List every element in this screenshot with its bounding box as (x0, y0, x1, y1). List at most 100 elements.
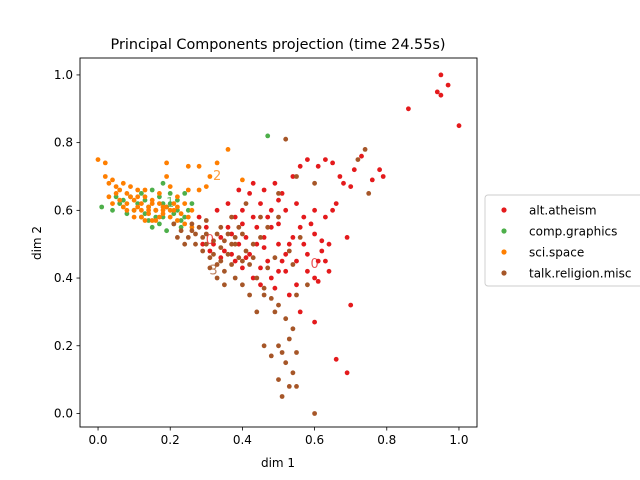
series-alt-atheism (196, 72, 462, 376)
data-point (359, 153, 364, 159)
data-point (124, 201, 130, 207)
y-axis-ticks: 0.0 0.2 0.4 0.6 0.8 1.0 (54, 68, 80, 420)
data-point (178, 224, 184, 230)
data-point (297, 235, 303, 240)
data-point (139, 191, 144, 196)
data-point (222, 248, 227, 254)
data-point (254, 275, 260, 281)
data-point (142, 187, 148, 193)
data-point (258, 282, 263, 288)
data-point (236, 255, 242, 261)
data-point (196, 224, 202, 230)
data-point (171, 201, 177, 207)
legend-label: comp.graphics (529, 225, 617, 239)
data-point (153, 218, 159, 223)
data-point (236, 241, 242, 247)
data-point (185, 187, 191, 193)
data-point (203, 241, 209, 247)
data-point (250, 214, 256, 220)
data-point (330, 160, 335, 166)
data-point (250, 241, 256, 247)
data-point (258, 214, 263, 220)
legend-box (484, 194, 640, 287)
data-point (297, 163, 303, 169)
data-point (232, 258, 238, 264)
data-point (229, 251, 235, 257)
data-point (312, 207, 317, 213)
data-point (232, 214, 238, 220)
data-point (265, 224, 271, 230)
data-point (380, 174, 386, 179)
data-point (182, 191, 188, 196)
data-point (225, 231, 231, 237)
data-point (290, 326, 296, 332)
data-point (286, 241, 292, 247)
data-point (146, 207, 152, 213)
data-point (167, 207, 173, 213)
data-point (124, 207, 130, 213)
data-point (218, 235, 224, 240)
data-point (438, 72, 444, 78)
cluster-label: 3 (209, 264, 217, 279)
legend-marker (501, 249, 507, 255)
data-point (323, 157, 328, 163)
data-point (240, 265, 245, 271)
x-axis-ticks: 0.0 0.2 0.4 0.6 0.8 1.0 (88, 427, 469, 447)
data-point (290, 174, 296, 179)
points-layer (95, 72, 462, 416)
data-point (120, 204, 126, 210)
data-point (99, 204, 105, 210)
data-point (135, 194, 141, 200)
data-point (196, 163, 202, 169)
data-point (175, 197, 180, 203)
data-point (341, 180, 346, 186)
data-point (203, 224, 209, 230)
data-point (110, 201, 115, 207)
data-point (445, 82, 451, 88)
data-point (131, 197, 137, 203)
data-point (207, 174, 213, 179)
data-point (214, 160, 220, 166)
data-point (312, 319, 317, 325)
data-point (106, 194, 112, 200)
data-point (218, 224, 224, 230)
y-tick-label: 0.4 (54, 271, 73, 285)
data-point (276, 377, 281, 382)
data-point (146, 204, 152, 210)
data-point (243, 235, 249, 240)
data-point (178, 228, 184, 234)
data-point (175, 207, 180, 213)
data-point (222, 238, 227, 244)
data-point (258, 201, 263, 207)
legend-label: sci.space (529, 246, 584, 260)
data-point (200, 248, 206, 254)
data-point (203, 231, 209, 237)
x-tick-label: 0.8 (377, 433, 396, 447)
data-point (261, 245, 267, 251)
data-point (142, 218, 148, 223)
data-point (171, 207, 177, 213)
data-point (113, 184, 119, 190)
data-point (175, 194, 180, 200)
data-point (232, 275, 238, 281)
data-point (203, 184, 209, 190)
data-point (265, 258, 271, 264)
data-point (344, 235, 350, 240)
data-point (214, 275, 220, 281)
data-point (312, 180, 317, 186)
data-point (128, 194, 133, 200)
data-point (290, 262, 296, 267)
data-point (160, 204, 166, 210)
data-point (157, 201, 162, 207)
data-point (149, 197, 155, 203)
data-point (308, 221, 314, 227)
data-point (261, 235, 267, 240)
data-point (185, 163, 191, 169)
data-point (362, 147, 368, 152)
data-point (139, 214, 144, 220)
data-point (218, 245, 224, 251)
data-point (355, 157, 361, 163)
data-point (178, 211, 184, 217)
cluster-label: 0 (310, 257, 318, 272)
legend-item: alt.atheism (501, 204, 597, 218)
